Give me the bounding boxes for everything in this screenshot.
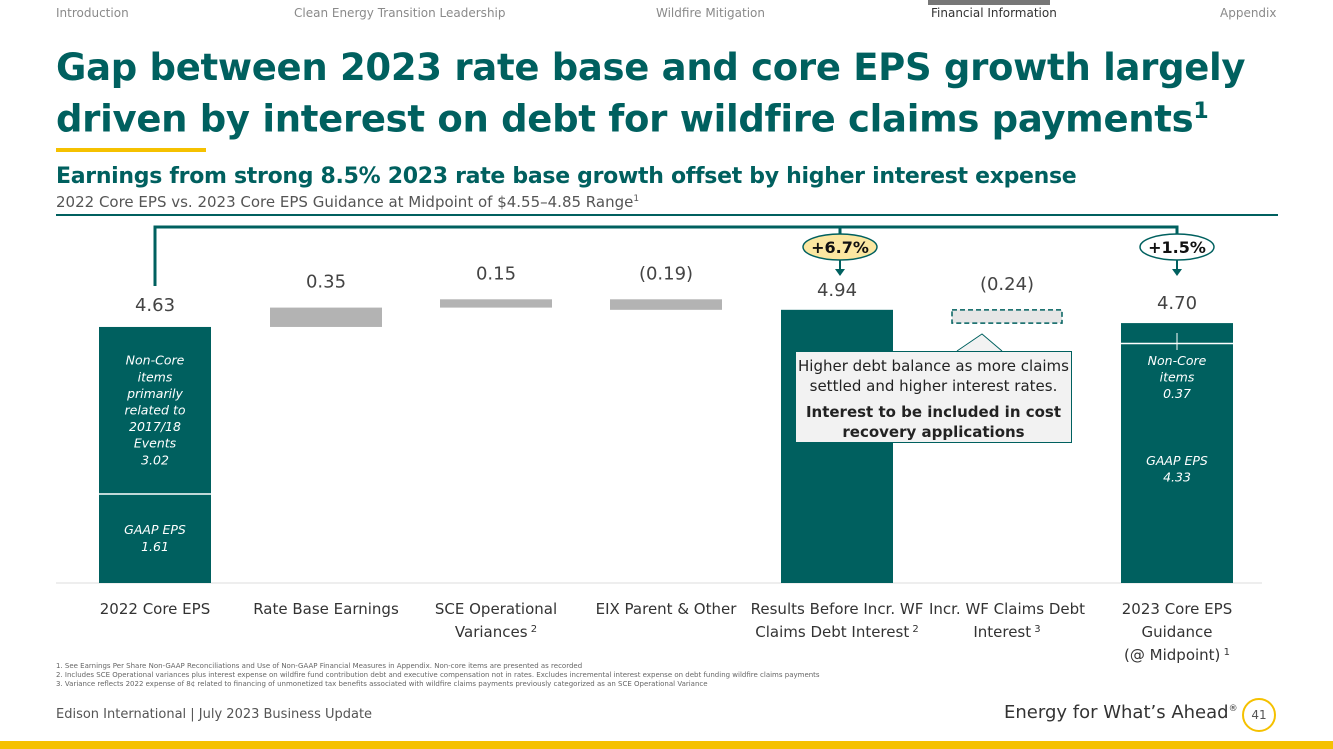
subtitle: Earnings from strong 8.5% 2023 rate base… xyxy=(56,164,1077,189)
category-label: 2022 Core EPS xyxy=(100,600,210,618)
segment-label: related to xyxy=(124,402,185,417)
category-label: Incr. WF Claims Debt xyxy=(929,600,1085,618)
category-label: Rate Base Earnings xyxy=(253,600,399,618)
category-label: SCE Operational xyxy=(435,600,557,618)
nav-tab-clean-energy-transition-leadership[interactable]: Clean Energy Transition Leadership xyxy=(294,6,506,20)
data-label: 0.35 xyxy=(306,272,346,293)
arrow-down-icon xyxy=(835,269,845,276)
chart-subtitle: 2022 Core EPS vs. 2023 Core EPS Guidance… xyxy=(56,193,640,211)
category-label: Interest 3 xyxy=(973,623,1040,641)
segment-label: Non-Core xyxy=(1148,353,1207,368)
growth-bracket xyxy=(153,225,1179,286)
data-label: 0.15 xyxy=(476,263,516,284)
footnote: 2. Includes SCE Operational variances pl… xyxy=(56,671,820,679)
data-label: 4.63 xyxy=(135,295,175,316)
segment-label: 3.02 xyxy=(141,452,169,467)
bar-delta-dashed xyxy=(951,309,1063,324)
growth-label: +6.7% xyxy=(811,238,869,257)
category-label: Variances 2 xyxy=(455,623,537,641)
growth-label: +1.5% xyxy=(1148,238,1206,257)
data-label: (0.19) xyxy=(639,263,693,284)
footnote: 1. See Earnings Per Share Non-GAAP Recon… xyxy=(56,662,583,670)
page-title: Gap between 2023 rate base and core EPS … xyxy=(56,46,1246,141)
footnote: 3. Variance reflects 2022 expense of 8¢ … xyxy=(56,680,708,688)
segment-label: primarily xyxy=(126,386,183,401)
footer-text: Edison International | July 2023 Busines… xyxy=(56,707,373,722)
callout: Higher debt balance as more claims settl… xyxy=(795,351,1072,443)
category-label: EIX Parent & Other xyxy=(596,600,738,618)
data-label: 4.70 xyxy=(1157,293,1197,314)
segment-label: GAAP EPS xyxy=(124,522,186,537)
segment-label: items xyxy=(1160,370,1195,385)
segment-label: Non-Core xyxy=(126,353,185,368)
segment-label: 2017/18 xyxy=(129,419,181,434)
category-label: Guidance xyxy=(1142,623,1213,641)
data-label: 4.94 xyxy=(817,280,857,301)
category-label: (@ Midpoint) 1 xyxy=(1124,646,1230,664)
title-accent xyxy=(56,148,206,152)
active-section-indicator xyxy=(928,0,1050,5)
nav-tab-appendix[interactable]: Appendix xyxy=(1220,6,1277,20)
segment-label: 0.37 xyxy=(1163,386,1191,401)
bar-delta xyxy=(440,299,552,308)
arrow-down-icon xyxy=(1172,269,1182,276)
nav-tab-wildfire-mitigation[interactable]: Wildfire Mitigation xyxy=(656,6,765,20)
segment-label: Events xyxy=(134,436,177,451)
divider xyxy=(56,214,1278,216)
footnotes: 1. See Earnings Per Share Non-GAAP Recon… xyxy=(56,662,820,689)
category-label: 2023 Core EPS xyxy=(1122,600,1232,618)
nav-tab-introduction[interactable]: Introduction xyxy=(56,6,129,20)
bar-delta xyxy=(610,299,722,310)
page-number: 41 xyxy=(1242,698,1276,732)
category-label: Claims Debt Interest 2 xyxy=(755,623,919,641)
data-label: (0.24) xyxy=(980,274,1034,295)
bar-total xyxy=(99,326,211,583)
bottom-bar xyxy=(0,741,1333,749)
segment-label: 1.61 xyxy=(141,539,169,554)
callout-pointer xyxy=(957,335,1002,352)
segment-label: items xyxy=(138,369,173,384)
tagline: Energy for What’s Ahead® xyxy=(1004,702,1238,723)
callout-pointer-border xyxy=(956,333,1003,352)
segment-label: GAAP EPS xyxy=(1146,453,1208,468)
bar-total xyxy=(1121,323,1233,583)
category-label: Results Before Incr. WF xyxy=(751,600,924,618)
segment-label: 4.33 xyxy=(1163,470,1191,485)
nav-tab-financial-information[interactable]: Financial Information xyxy=(931,6,1057,20)
bar-delta xyxy=(270,307,382,327)
